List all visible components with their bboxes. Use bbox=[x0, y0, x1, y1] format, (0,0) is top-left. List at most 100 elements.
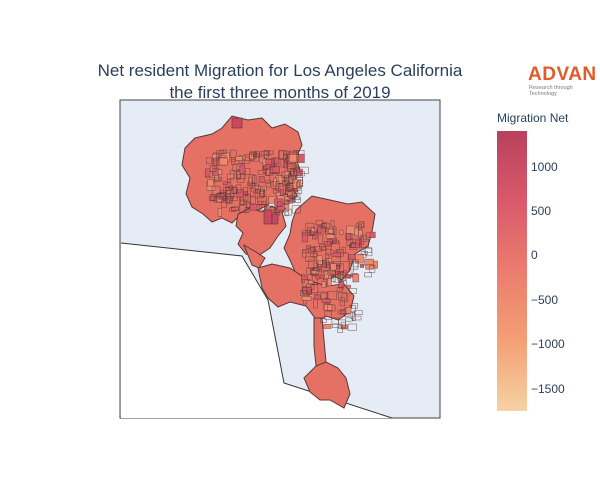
census-tract[interactable] bbox=[288, 154, 298, 163]
census-tract[interactable] bbox=[352, 273, 360, 283]
census-tract[interactable] bbox=[345, 274, 351, 278]
census-tract[interactable] bbox=[249, 151, 257, 160]
census-tract[interactable] bbox=[280, 158, 285, 168]
census-tract[interactable] bbox=[271, 213, 279, 225]
census-tract[interactable] bbox=[336, 287, 343, 292]
census-tract[interactable] bbox=[257, 170, 266, 175]
census-tract[interactable] bbox=[331, 323, 341, 328]
census-tract[interactable] bbox=[258, 203, 267, 211]
census-tract[interactable] bbox=[213, 157, 217, 166]
census-tract[interactable] bbox=[284, 170, 290, 176]
census-tract[interactable] bbox=[317, 226, 326, 234]
census-tract[interactable] bbox=[219, 149, 227, 154]
census-tract[interactable] bbox=[302, 286, 308, 295]
census-tract[interactable] bbox=[263, 209, 273, 225]
census-tract[interactable] bbox=[297, 180, 304, 187]
census-tract[interactable] bbox=[337, 292, 347, 301]
census-tract[interactable] bbox=[350, 312, 355, 319]
census-tract[interactable] bbox=[350, 242, 356, 248]
census-tract[interactable] bbox=[302, 250, 307, 258]
census-tract[interactable] bbox=[315, 270, 322, 275]
census-tract[interactable] bbox=[249, 204, 258, 211]
census-tract[interactable] bbox=[302, 230, 312, 235]
census-tract[interactable] bbox=[263, 150, 269, 159]
census-tract[interactable] bbox=[219, 157, 228, 166]
census-tract[interactable] bbox=[258, 200, 264, 206]
census-tract[interactable] bbox=[327, 304, 336, 312]
census-tract[interactable] bbox=[236, 173, 245, 183]
census-tract[interactable] bbox=[265, 159, 273, 165]
census-tract[interactable] bbox=[338, 319, 346, 329]
census-tract[interactable] bbox=[207, 179, 214, 187]
census-tract[interactable] bbox=[239, 194, 249, 202]
census-tract[interactable] bbox=[245, 194, 251, 204]
census-tract[interactable] bbox=[268, 150, 274, 155]
census-tract[interactable] bbox=[265, 179, 272, 184]
census-tract[interactable] bbox=[339, 271, 345, 275]
census-tract[interactable] bbox=[235, 156, 244, 161]
census-tract[interactable] bbox=[291, 205, 301, 214]
census-tract[interactable] bbox=[213, 196, 223, 203]
census-tract[interactable] bbox=[229, 207, 236, 213]
census-tract[interactable] bbox=[310, 227, 317, 233]
census-tract[interactable] bbox=[330, 220, 335, 227]
census-tract[interactable] bbox=[313, 246, 323, 252]
census-tract[interactable] bbox=[287, 163, 297, 172]
census-tract[interactable] bbox=[351, 303, 358, 309]
census-tract[interactable] bbox=[365, 247, 373, 257]
census-tract[interactable] bbox=[358, 229, 363, 238]
census-tract[interactable] bbox=[333, 274, 341, 283]
census-tract[interactable] bbox=[305, 245, 311, 250]
census-tract[interactable] bbox=[307, 226, 315, 236]
census-tract[interactable] bbox=[330, 263, 337, 271]
census-tract[interactable] bbox=[345, 307, 352, 314]
census-tract[interactable] bbox=[242, 156, 250, 165]
census-tract[interactable] bbox=[316, 255, 323, 265]
census-tract[interactable] bbox=[354, 310, 363, 315]
census-tract[interactable] bbox=[355, 254, 364, 264]
census-tract[interactable] bbox=[248, 174, 256, 184]
census-tract[interactable] bbox=[263, 166, 267, 174]
census-tract[interactable] bbox=[295, 181, 300, 189]
census-tract[interactable] bbox=[214, 176, 223, 181]
census-tract[interactable] bbox=[288, 195, 295, 200]
census-tract[interactable] bbox=[321, 298, 331, 303]
census-tract[interactable] bbox=[349, 287, 357, 294]
census-tract[interactable] bbox=[246, 201, 251, 209]
census-tract[interactable] bbox=[301, 296, 312, 301]
census-tract[interactable] bbox=[332, 226, 337, 236]
census-tract[interactable] bbox=[369, 265, 376, 273]
census-tract[interactable] bbox=[209, 165, 217, 172]
census-tract[interactable] bbox=[242, 187, 248, 194]
census-tract[interactable] bbox=[239, 197, 244, 206]
census-tract[interactable] bbox=[251, 185, 261, 193]
census-tract[interactable] bbox=[208, 195, 216, 201]
census-tract[interactable] bbox=[222, 181, 229, 186]
census-tract[interactable] bbox=[313, 294, 321, 300]
census-tract[interactable] bbox=[326, 278, 332, 287]
census-tract[interactable] bbox=[274, 198, 284, 207]
census-tract[interactable] bbox=[323, 303, 333, 311]
census-tract[interactable] bbox=[308, 280, 314, 284]
census-tract[interactable] bbox=[323, 270, 328, 275]
census-tract[interactable] bbox=[338, 281, 345, 289]
census-tract[interactable] bbox=[327, 238, 333, 246]
census-tract[interactable] bbox=[259, 187, 265, 198]
census-tract[interactable] bbox=[325, 253, 330, 260]
census-tract[interactable] bbox=[292, 192, 301, 200]
census-tract[interactable] bbox=[320, 275, 325, 280]
census-tract[interactable] bbox=[232, 164, 240, 172]
census-tract[interactable] bbox=[300, 275, 308, 281]
census-tract[interactable] bbox=[217, 169, 223, 175]
census-tract[interactable] bbox=[265, 182, 271, 188]
census-tract[interactable] bbox=[350, 243, 360, 249]
census-tract[interactable] bbox=[364, 272, 372, 278]
census-tract[interactable] bbox=[347, 323, 357, 331]
census-tract[interactable] bbox=[223, 186, 228, 193]
census-tract[interactable] bbox=[253, 152, 260, 158]
census-tract[interactable] bbox=[221, 200, 227, 208]
census-tract[interactable] bbox=[229, 170, 235, 179]
census-tract[interactable] bbox=[260, 150, 271, 156]
census-tract[interactable] bbox=[273, 157, 280, 165]
census-tract[interactable] bbox=[310, 253, 318, 257]
